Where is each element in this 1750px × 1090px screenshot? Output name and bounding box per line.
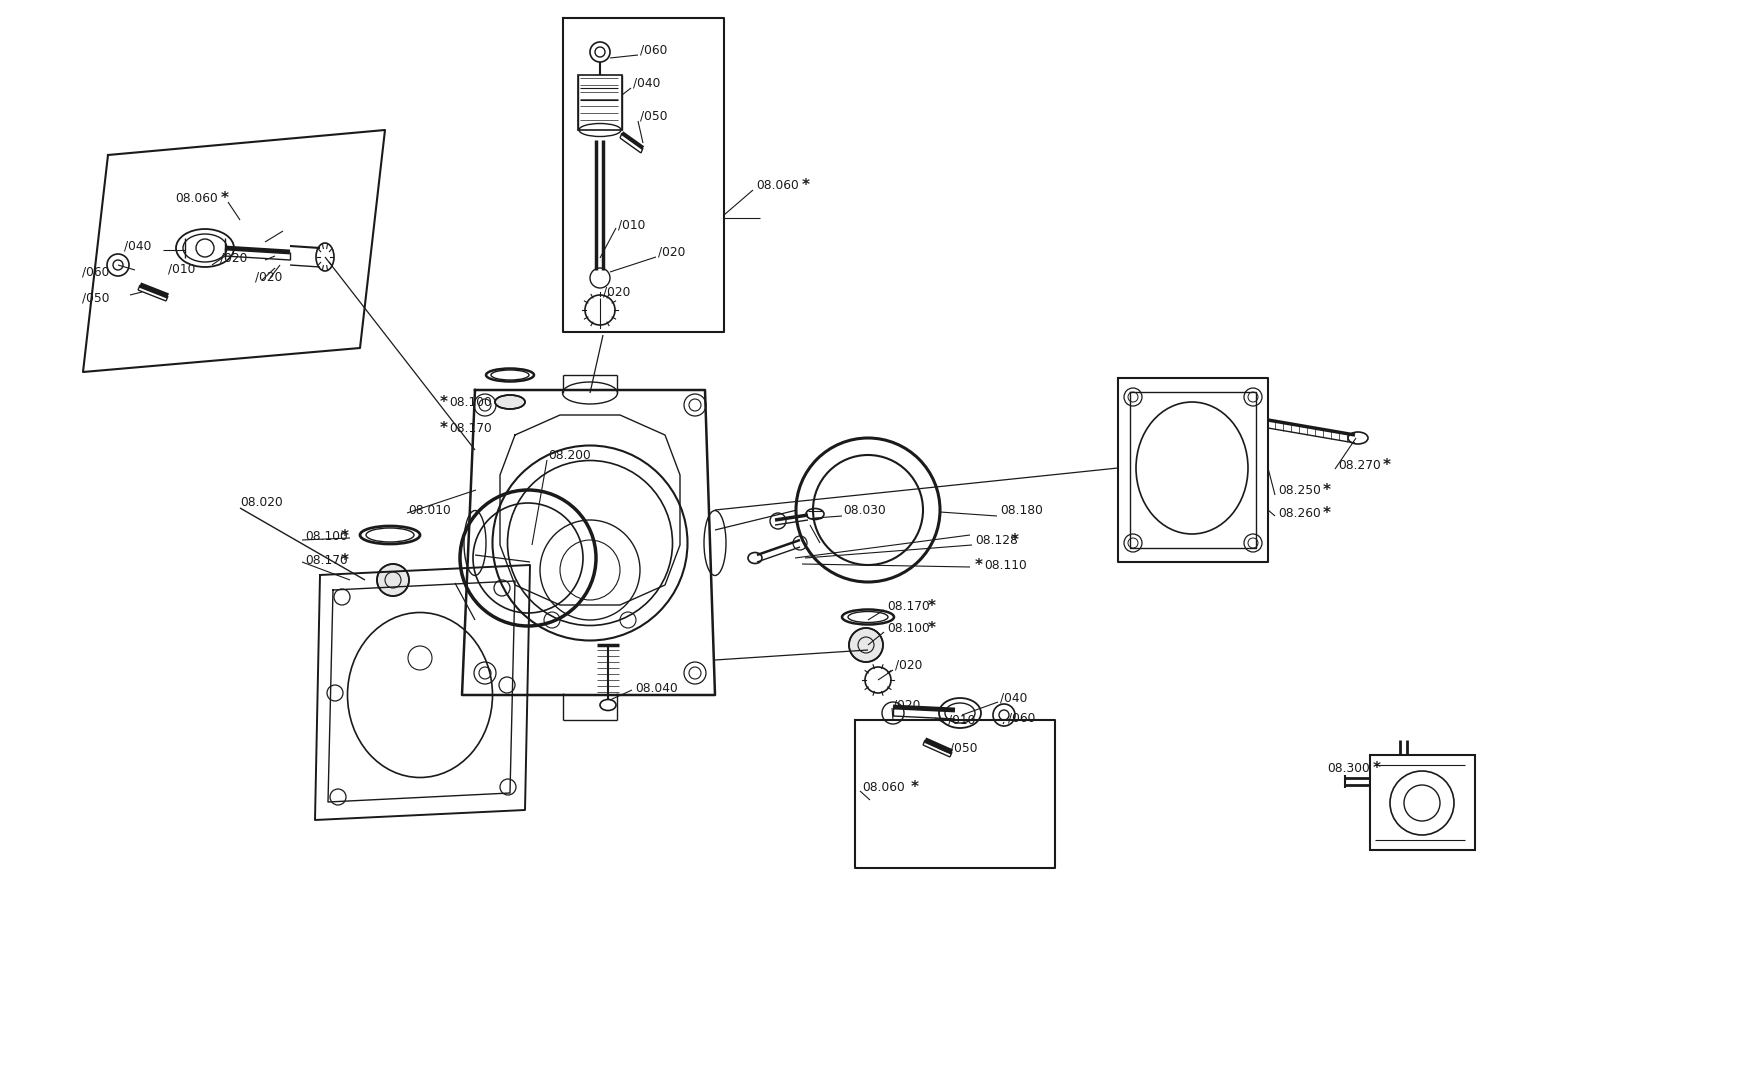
Text: *: * — [1374, 761, 1381, 775]
Text: *: * — [928, 620, 936, 635]
Text: *: * — [928, 598, 936, 614]
Circle shape — [376, 564, 410, 596]
Text: /020: /020 — [892, 699, 920, 712]
Text: *: * — [439, 421, 448, 436]
Text: *: * — [1323, 506, 1332, 521]
Text: *: * — [220, 191, 229, 206]
Text: /020: /020 — [255, 270, 282, 283]
Text: *: * — [1382, 458, 1391, 472]
Text: *: * — [1011, 533, 1018, 547]
Text: /010: /010 — [949, 714, 975, 727]
Text: 08.300: 08.300 — [1326, 762, 1370, 775]
Text: 08.260: 08.260 — [1278, 507, 1321, 520]
Text: *: * — [912, 779, 919, 795]
Text: 08.060: 08.060 — [175, 192, 217, 205]
Text: 08.010: 08.010 — [408, 504, 452, 517]
Text: /050: /050 — [640, 109, 667, 122]
Text: 08.170: 08.170 — [450, 422, 492, 435]
Text: 08.100: 08.100 — [304, 530, 348, 543]
Text: /040: /040 — [124, 240, 152, 253]
Text: 08.060: 08.060 — [863, 780, 905, 794]
Bar — [1370, 755, 1475, 850]
Text: 08.100: 08.100 — [887, 621, 929, 634]
Text: *: * — [975, 557, 984, 572]
Text: 08.040: 08.040 — [635, 681, 677, 694]
Text: /010: /010 — [618, 218, 646, 231]
Text: /010: /010 — [168, 263, 196, 276]
Text: /060: /060 — [1008, 712, 1036, 725]
Text: /050: /050 — [82, 291, 110, 304]
Text: 08.170: 08.170 — [887, 600, 929, 613]
Text: 08.180: 08.180 — [999, 504, 1043, 517]
Text: /020: /020 — [894, 658, 922, 671]
Text: /050: /050 — [950, 741, 978, 754]
Ellipse shape — [495, 395, 525, 409]
Text: /020: /020 — [220, 252, 247, 265]
Bar — [578, 75, 621, 130]
Text: *: * — [341, 553, 348, 568]
Text: 08.250: 08.250 — [1278, 484, 1321, 497]
Text: /060: /060 — [82, 266, 108, 279]
Text: *: * — [802, 178, 810, 193]
Text: 08.020: 08.020 — [240, 496, 284, 509]
Text: 08.170: 08.170 — [304, 554, 348, 567]
Text: /040: /040 — [999, 691, 1027, 704]
Text: 08.030: 08.030 — [844, 504, 886, 517]
Circle shape — [849, 628, 884, 662]
Text: 08.200: 08.200 — [548, 448, 592, 461]
Text: 08.128: 08.128 — [975, 533, 1018, 546]
Text: /020: /020 — [658, 245, 686, 258]
Text: /060: /060 — [640, 44, 667, 57]
Text: /040: /040 — [634, 76, 660, 89]
Text: 08.270: 08.270 — [1339, 459, 1381, 472]
Text: 08.110: 08.110 — [984, 558, 1027, 571]
Text: 08.060: 08.060 — [756, 179, 798, 192]
Text: 08.100: 08.100 — [450, 396, 492, 409]
Text: *: * — [439, 395, 448, 410]
Text: /020: /020 — [604, 286, 630, 299]
Text: *: * — [341, 529, 348, 544]
Text: *: * — [1323, 483, 1332, 497]
